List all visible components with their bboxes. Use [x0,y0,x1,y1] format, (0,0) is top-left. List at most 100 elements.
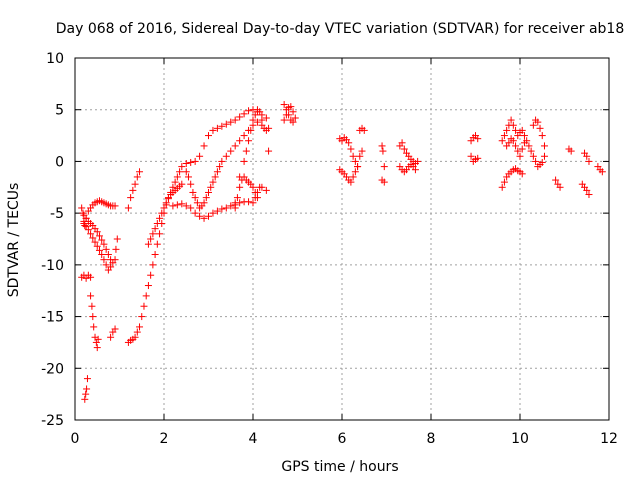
data-point [78,204,86,212]
data-points [78,101,606,403]
data-point [240,110,248,118]
data-point [529,152,537,160]
x-tick-label: 0 [71,431,80,447]
data-point [205,212,212,220]
data-point [160,204,168,212]
data-point [583,152,591,160]
data-point [516,152,524,160]
data-point [251,111,259,119]
data-point [265,147,273,155]
data-point [200,199,208,207]
data-point [231,116,239,124]
data-point [98,251,106,259]
data-point [178,180,186,188]
data-point [525,142,533,150]
data-point [253,118,261,126]
data-point [173,201,181,209]
data-point [81,395,89,403]
data-point [144,240,152,248]
data-point [131,333,139,341]
data-point [379,147,387,155]
data-point [112,245,120,253]
data-point [91,238,99,246]
data-point [518,145,526,153]
axis-ticks: 0 2 4 6 8 10 12 -25 -20 -15 -10 -5 0 5 10 [41,51,618,447]
data-point [129,186,137,194]
data-point [354,163,362,171]
x-axis-title: GPS time / hours [281,459,398,475]
data-point [182,159,190,167]
y-tick-label: -20 [41,361,64,377]
data-point [176,168,184,176]
data-point [151,225,159,233]
data-point [503,126,511,134]
data-point [262,186,270,194]
data-point [287,103,295,111]
data-point [93,344,101,352]
data-point [585,191,593,199]
data-point [289,108,297,116]
data-point [147,271,155,279]
data-point [514,147,522,155]
x-tick-label: 2 [160,431,169,447]
data-point [149,261,157,269]
data-point [82,390,90,398]
data-point [262,114,270,122]
data-point [520,132,528,140]
data-point [233,194,241,202]
data-point [151,251,159,259]
y-tick-label: -25 [41,413,64,429]
data-point [196,152,204,160]
data-point [236,173,244,181]
data-point [231,142,239,150]
data-point [213,207,221,215]
data-point [209,178,217,186]
data-point [84,226,92,234]
data-point [552,176,560,184]
data-point [240,132,248,140]
data-point [113,235,121,243]
x-tick-label: 4 [249,431,258,447]
data-point [207,183,215,191]
data-point [200,142,208,150]
data-point [507,116,515,124]
data-point [512,142,520,150]
data-point [280,101,288,109]
data-point [538,132,546,140]
data-point [171,178,179,186]
data-point [149,230,157,238]
data-point [93,228,101,236]
data-point [187,158,195,166]
data-point [104,251,112,259]
y-axis-title: SDTVAR / TECUs [6,183,22,298]
data-point [411,166,419,174]
data-point [158,209,166,217]
data-point [249,199,257,207]
data-point [90,323,98,331]
data-point [380,163,388,171]
data-point [227,202,235,210]
data-point [358,147,366,155]
data-point [140,302,148,310]
data-point [100,256,108,264]
data-point [88,302,96,310]
data-point [347,178,355,186]
data-point [222,152,230,160]
data-point [380,178,388,186]
data-point [169,202,177,210]
data-point [211,173,219,181]
data-point [414,157,422,165]
data-point [205,132,212,140]
data-point [236,113,244,121]
data-point [253,194,261,202]
data-point [191,209,199,217]
data-point [289,118,297,126]
data-point [153,219,161,227]
data-point [89,234,97,242]
data-point [184,173,192,181]
data-point [532,157,540,165]
data-point [187,204,195,212]
data-point [156,214,164,222]
data-point [236,183,244,191]
data-point [356,152,364,160]
